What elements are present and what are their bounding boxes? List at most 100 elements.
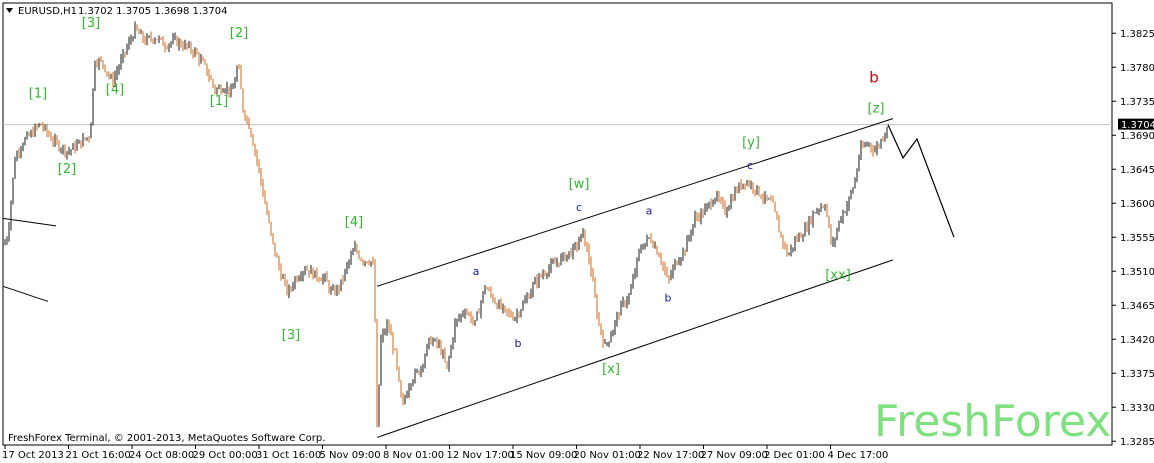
candle-body [14, 160, 16, 179]
candle-body [342, 279, 344, 281]
candle-body [286, 281, 288, 294]
candle-body [856, 169, 858, 181]
candle-body [792, 247, 794, 249]
candle-body [832, 241, 834, 243]
candle-body [466, 312, 468, 314]
candle-body [322, 277, 324, 281]
ohlc-label: 1.3702 1.3705 1.3698 1.3704 [78, 6, 228, 17]
y-tick-label: 1.3285 [1120, 437, 1154, 448]
candle-body [356, 245, 358, 253]
wave-label: [z] [868, 102, 885, 117]
candle-body [272, 233, 274, 243]
candle-body [126, 47, 128, 53]
candle-body [414, 371, 416, 381]
candle-body [786, 245, 788, 256]
candle-body [54, 138, 56, 143]
candle-body [366, 261, 368, 263]
candle-body [560, 256, 562, 265]
candle-body [232, 87, 234, 89]
candle-body [354, 245, 356, 252]
candle-body [688, 236, 690, 239]
candle-body [820, 207, 822, 210]
candle-body [326, 274, 328, 282]
candle-body [294, 277, 296, 287]
candle-body [276, 254, 278, 258]
candle-body [576, 244, 578, 248]
candle-body [496, 303, 498, 309]
candle-body [530, 292, 532, 299]
candle-body [208, 74, 210, 78]
candle-body [836, 229, 838, 239]
candle-body [534, 279, 536, 285]
candle-body [130, 39, 132, 41]
candle-body [602, 332, 604, 344]
candle-body [474, 320, 476, 322]
candle-body [644, 243, 646, 249]
candle-body [794, 239, 796, 248]
candle-body [862, 144, 864, 147]
x-tick-label: 24 Oct 08:00 [129, 450, 194, 461]
candle-body [144, 39, 146, 44]
candle-body [218, 86, 220, 89]
candle-body [814, 212, 816, 214]
candle-body [238, 67, 240, 69]
candle-body [268, 214, 270, 223]
candle-body [572, 245, 574, 256]
candle-body [876, 145, 878, 151]
candle-body [796, 239, 798, 241]
candle-body [548, 268, 550, 275]
candle-body [352, 251, 354, 255]
candle-body [310, 268, 312, 274]
wave-label: b [869, 68, 879, 86]
candle-body [718, 194, 720, 200]
candle-body [808, 218, 810, 231]
candle-body [848, 197, 850, 206]
candle-body [664, 265, 666, 272]
candle-body [58, 141, 60, 150]
candle-body [260, 169, 262, 182]
candle-body [494, 300, 496, 304]
candle-body [468, 312, 470, 314]
x-tick-label: 5 Nov 09:00 [320, 450, 381, 461]
candle-body [304, 269, 306, 272]
candle-body [412, 380, 414, 385]
candle-body [666, 271, 668, 277]
chart-menu-arrow-icon[interactable] [6, 8, 13, 13]
candle-body [32, 131, 34, 136]
candle-body [626, 300, 628, 305]
candle-body [246, 118, 248, 120]
candle-body [302, 271, 304, 277]
candle-body [612, 330, 614, 337]
candle-body [452, 338, 454, 347]
candle-body [630, 287, 632, 295]
candle-body [728, 206, 730, 211]
candle-body [622, 301, 624, 304]
candle-body [404, 397, 406, 401]
candle-body [704, 208, 706, 215]
wave-label: [1] [210, 94, 228, 109]
candle-body [46, 126, 48, 133]
candle-body [442, 352, 444, 354]
candle-body [672, 267, 674, 275]
candle-body [212, 79, 214, 86]
candle-body [64, 146, 66, 155]
candle-body [710, 202, 712, 207]
candle-body [386, 323, 388, 332]
candle-body [844, 212, 846, 214]
candle-body [460, 314, 462, 319]
candle-body [540, 275, 542, 277]
candle-body [374, 262, 376, 322]
candle-body [788, 254, 790, 256]
candle-body [174, 36, 176, 39]
candle-body [510, 312, 512, 317]
candle-body [16, 153, 18, 161]
candle-body [390, 329, 392, 336]
candle-body [112, 76, 114, 84]
plot-frame [2, 2, 1113, 446]
candle-body [524, 300, 526, 304]
candle-body [754, 190, 756, 192]
candle-body [780, 232, 782, 236]
candle-body [84, 137, 86, 140]
candle-body [256, 152, 258, 162]
